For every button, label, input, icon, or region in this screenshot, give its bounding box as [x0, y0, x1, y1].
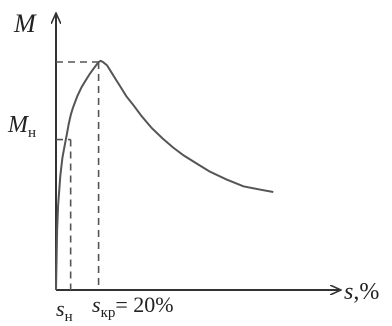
- x-marker-skr-label: sкр= 20%: [92, 292, 174, 321]
- x-marker-sn-label: sн: [56, 296, 73, 325]
- x-axis-label: s,%: [344, 279, 379, 305]
- y-marker-label: Mн: [7, 112, 36, 141]
- y-axis-label: M: [13, 9, 37, 38]
- series-line: [55, 59, 274, 291]
